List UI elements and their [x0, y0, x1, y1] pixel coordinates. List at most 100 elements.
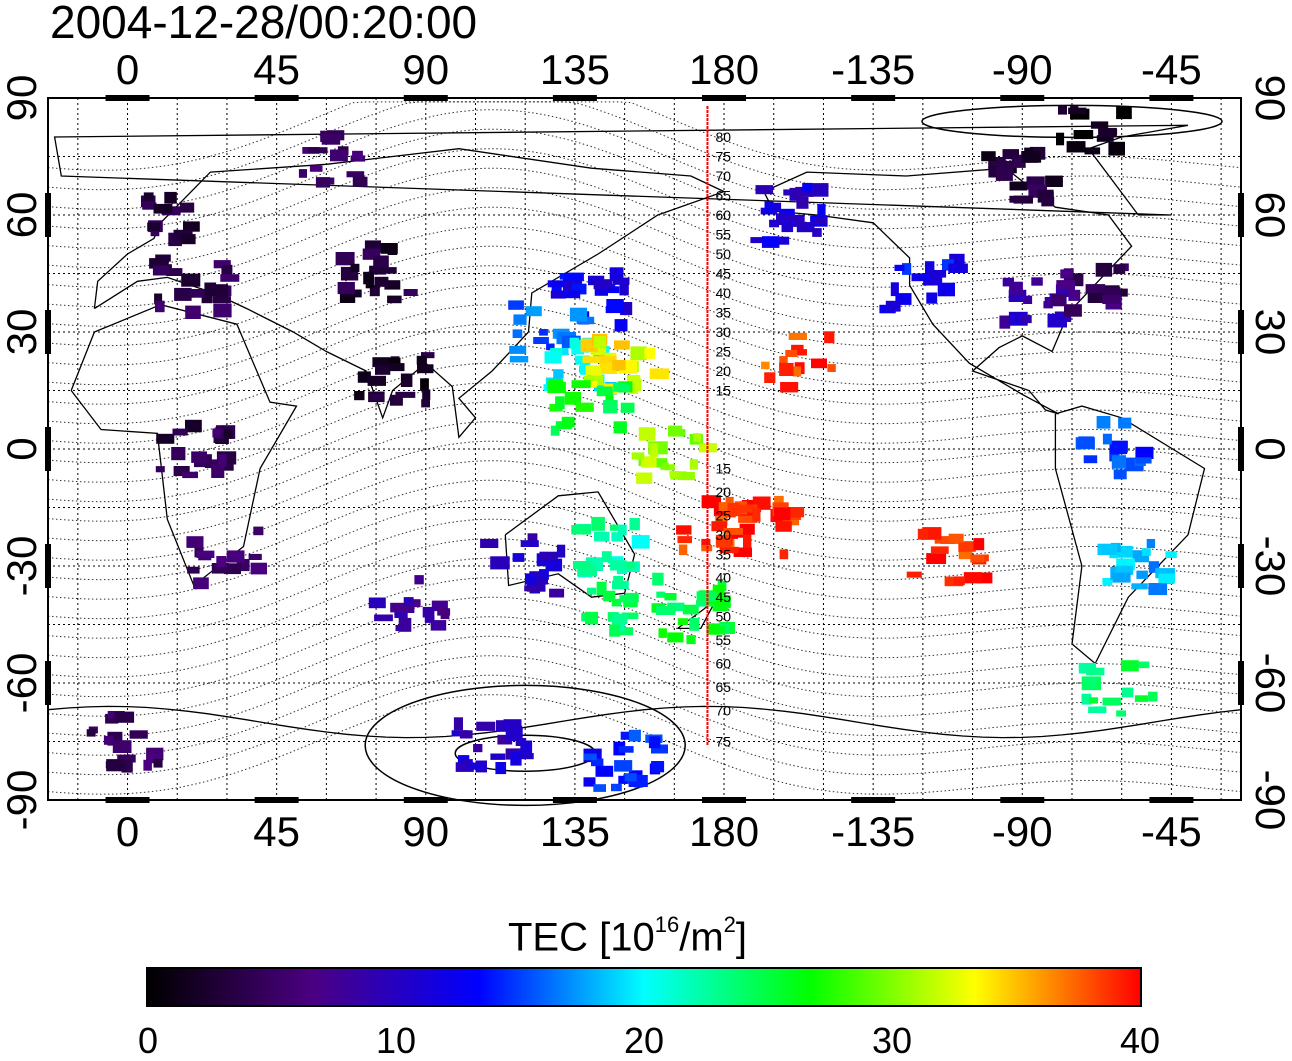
tec-patch	[553, 369, 564, 379]
tec-patch	[1070, 108, 1090, 120]
tec-patch	[631, 535, 650, 549]
lat-tick-left	[45, 310, 51, 354]
lon-label-bottom: 135	[540, 808, 610, 855]
tec-patch	[1021, 151, 1042, 163]
tec-patch	[902, 263, 912, 275]
tec-patch	[437, 608, 451, 616]
tec-patch	[1087, 291, 1106, 303]
tec-patch	[539, 329, 548, 336]
lat-tick-right	[1238, 193, 1244, 237]
lon-label-top: 0	[116, 46, 139, 93]
tec-patch	[651, 761, 665, 773]
tec-patch	[508, 300, 524, 310]
meridian-lat-label: 50	[715, 246, 731, 262]
tec-patch	[1111, 455, 1126, 469]
tec-patch	[811, 358, 827, 369]
tec-patch	[1060, 269, 1073, 279]
tec-patch	[1031, 277, 1043, 286]
tec-patch	[616, 627, 633, 636]
meridian-lat-label: 60	[715, 656, 731, 672]
tec-patch	[224, 428, 233, 439]
tec-patch	[824, 331, 835, 344]
lat-label-right: 30	[1247, 309, 1292, 356]
tec-patch	[389, 394, 403, 406]
tec-patch	[337, 282, 355, 295]
tec-patch	[664, 464, 675, 471]
tec-patch	[368, 597, 386, 609]
tec-patch	[505, 727, 523, 741]
lat-label-right: -60	[1247, 653, 1292, 714]
tec-patch	[1009, 181, 1028, 191]
meridian-lat-label: 60	[715, 207, 731, 223]
tec-patch	[1078, 436, 1094, 449]
tec-patch	[503, 719, 522, 728]
tec-patch	[211, 563, 229, 574]
tec-patch	[614, 340, 630, 350]
tec-patch	[815, 217, 828, 225]
tec-patch	[617, 524, 627, 536]
tec-patch	[421, 399, 430, 408]
tec-patch	[217, 454, 227, 467]
tec-patch	[995, 167, 1013, 181]
coastline	[70, 304, 298, 587]
tec-patch	[970, 554, 985, 563]
tec-patch	[596, 581, 607, 596]
tec-patch	[1134, 695, 1148, 702]
tec-patch	[420, 378, 429, 391]
tec-patch	[649, 368, 669, 379]
tec-patch	[414, 575, 424, 585]
tec-patch	[193, 577, 209, 590]
tec-patch	[610, 524, 620, 531]
tec-patch	[1116, 106, 1132, 120]
meridian-lat-label: 20	[715, 484, 731, 500]
meridian-lat-label: 25	[715, 507, 731, 523]
tec-patch	[152, 265, 170, 276]
tec-patch	[539, 551, 558, 561]
tec-patch	[701, 538, 711, 548]
tec-patch	[431, 600, 448, 612]
tec-patch	[555, 396, 565, 409]
tec-patch	[1120, 660, 1139, 672]
tec-patch	[365, 279, 374, 289]
tec-patch	[571, 525, 591, 535]
tec-patch	[638, 427, 656, 441]
tec-patch	[143, 192, 154, 201]
tec-patch	[585, 611, 598, 625]
tec-patch	[1068, 289, 1081, 301]
meridian-lat-label: 70	[715, 168, 731, 184]
tec-patch	[810, 183, 829, 197]
meridian-lat-label: 75	[715, 149, 731, 165]
tec-patch	[613, 382, 631, 392]
tec-patch	[999, 315, 1011, 329]
tec-patch	[216, 556, 227, 567]
meridian-lat-label: 15	[715, 461, 731, 477]
meridian-lat-label: 25	[715, 344, 731, 360]
tec-patch	[958, 541, 976, 552]
tec-patch	[706, 623, 720, 635]
tec-patch	[369, 284, 380, 297]
tec-patch	[352, 150, 363, 159]
lon-label-bottom: -45	[1141, 808, 1202, 855]
meridian-lat-label: 65	[715, 188, 731, 204]
tec-patch	[370, 393, 385, 401]
lat-tick-right	[1238, 427, 1244, 471]
tec-patch	[1066, 141, 1086, 153]
tec-patch	[718, 502, 733, 511]
tec-patch	[911, 273, 932, 282]
lat-label-right: 60	[1247, 192, 1292, 239]
tec-patch	[416, 355, 427, 365]
tec-patch	[917, 528, 928, 540]
meridian-lat-label: 20	[715, 363, 731, 379]
tec-patch	[1085, 284, 1106, 293]
tec-patch	[1083, 455, 1098, 464]
tec-patch	[796, 222, 815, 233]
tec-patch	[375, 365, 391, 375]
tec-patch	[761, 236, 780, 248]
lat-label-left: 90	[0, 75, 45, 122]
tec-patch	[953, 576, 965, 585]
tec-patch	[601, 362, 618, 374]
tec-patch	[593, 336, 606, 348]
lon-label-bottom: -135	[831, 808, 915, 855]
lon-tick-bottom	[552, 797, 597, 803]
tec-patch	[388, 363, 405, 372]
